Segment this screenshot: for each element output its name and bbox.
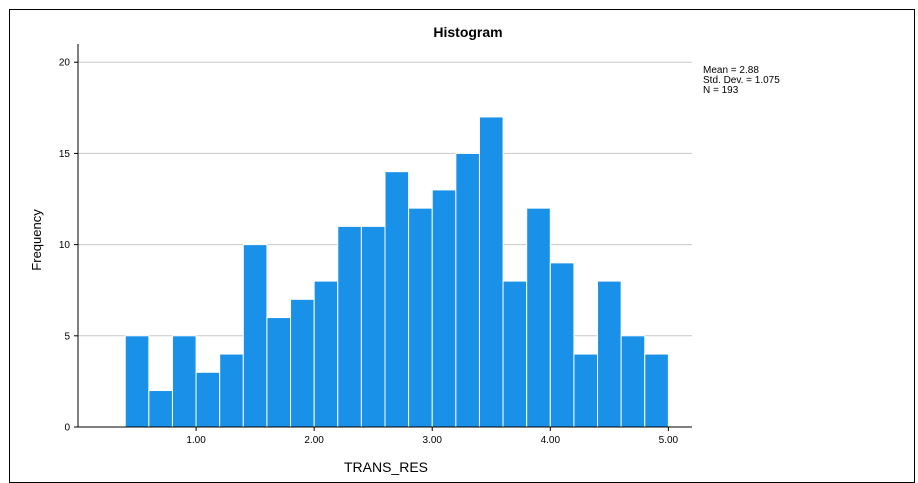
axes [77,44,692,428]
histogram-bar [124,335,150,428]
summary-stats: Mean = 2.88 Std. Dev. = 1.075 N = 193 [703,65,780,96]
histogram-bar [502,280,528,428]
histogram-bar [526,207,551,428]
histogram-bar [266,317,292,428]
histogram-bar [171,335,197,428]
histogram-bar [597,280,622,428]
histogram-bar [644,353,669,428]
histogram-bar [337,225,362,428]
x-tick-label: 2.00 [304,435,324,446]
y-tick-label: 5 [64,331,70,342]
stat-mean: Mean = 2.88 [703,65,759,76]
y-tick-label: 15 [59,149,71,160]
histogram-bar [384,171,410,428]
histogram-bar [549,262,575,428]
histogram-bar [360,225,386,428]
x-ticks: 1.00 2.00 3.00 4.00 5.00 [186,427,679,446]
histogram-bar [478,116,504,428]
x-tick-label: 3.00 [422,435,442,446]
y-tick-label: 10 [59,240,71,251]
x-tick-label: 1.00 [186,435,206,446]
bars [124,116,669,428]
histogram-bar [431,189,457,428]
histogram-bar [313,280,339,428]
histogram-bar [195,371,221,428]
y-axis-label: Frequency [29,209,44,271]
x-tick-label: 5.00 [659,435,679,446]
stat-n: N = 193 [703,85,739,96]
x-axis-label: TRANS_RES [344,459,428,475]
chart-title: Histogram [433,24,502,40]
histogram-bar [148,390,173,428]
histogram-bar [242,244,268,428]
histogram-bar [455,152,480,428]
stat-std-dev: Std. Dev. = 1.075 [703,75,780,86]
histogram-bar [290,298,315,428]
histogram-bar [573,353,599,428]
histogram-bar [219,353,244,428]
y-tick-label: 0 [64,423,70,434]
x-tick-label: 4.00 [541,435,561,446]
histogram-bar [408,207,433,428]
y-ticks: 0 5 10 15 20 [59,58,78,434]
histogram-bar [620,335,646,428]
y-tick-label: 20 [59,58,71,69]
